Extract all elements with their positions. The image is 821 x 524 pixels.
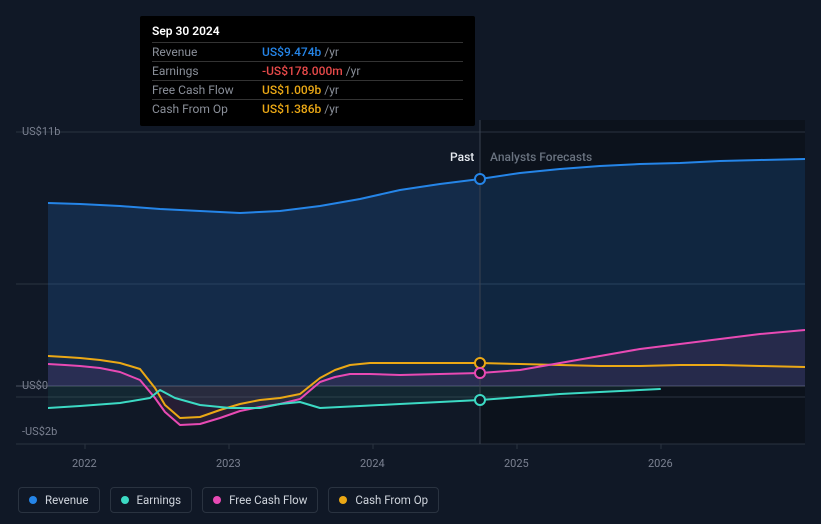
legend-label: Cash From Op <box>355 493 428 507</box>
tooltip-metric-unit: /yr <box>324 102 339 116</box>
y-axis-tick: US$0 <box>22 379 48 392</box>
x-axis-tick: 2024 <box>360 457 385 470</box>
legend-label: Revenue <box>45 493 89 507</box>
legend-item-free-cash-flow[interactable]: Free Cash Flow <box>202 487 318 513</box>
tooltip-metric-label: Earnings <box>152 64 262 78</box>
legend-dot-icon <box>29 496 37 504</box>
tooltip-metric-value: US$1.386b <box>262 102 321 116</box>
tooltip-metric-label: Free Cash Flow <box>152 83 262 97</box>
legend-label: Free Cash Flow <box>229 493 307 507</box>
legend-label: Earnings <box>137 493 182 507</box>
x-axis-tick: 2026 <box>648 457 673 470</box>
x-axis-tick: 2022 <box>72 457 97 470</box>
past-section-label: Past <box>450 150 474 164</box>
tooltip-row: RevenueUS$9.474b/yr <box>152 42 463 61</box>
tooltip-row: Earnings-US$178.000m/yr <box>152 61 463 80</box>
x-axis-tick: 2025 <box>504 457 529 470</box>
forecast-section-label: Analysts Forecasts <box>490 150 592 164</box>
financial-chart: Past Analysts Forecasts US$11b US$0 -US$2b… <box>0 0 821 524</box>
legend-item-earnings[interactable]: Earnings <box>110 487 193 513</box>
tooltip-metric-value: -US$178.000m <box>262 64 343 78</box>
tooltip-metric-value: US$9.474b <box>262 45 321 59</box>
chart-legend: Revenue Earnings Free Cash Flow Cash From O… <box>18 487 439 513</box>
tooltip-metric-label: Revenue <box>152 45 262 59</box>
legend-item-cash-from-op[interactable]: Cash From Op <box>328 487 439 513</box>
chart-tooltip: Sep 30 2024 RevenueUS$9.474b/yrEarnings-… <box>140 16 475 126</box>
legend-dot-icon <box>339 496 347 504</box>
y-axis-tick: US$11b <box>22 125 60 138</box>
legend-dot-icon <box>213 496 221 504</box>
tooltip-date: Sep 30 2024 <box>152 24 463 38</box>
legend-item-revenue[interactable]: Revenue <box>18 487 100 513</box>
tooltip-metric-label: Cash From Op <box>152 102 262 116</box>
tooltip-metric-unit: /yr <box>346 64 361 78</box>
tooltip-metric-unit: /yr <box>324 45 339 59</box>
tooltip-row: Free Cash FlowUS$1.009b/yr <box>152 80 463 99</box>
legend-dot-icon <box>121 496 129 504</box>
tooltip-metric-unit: /yr <box>324 83 339 97</box>
tooltip-metric-value: US$1.009b <box>262 83 321 97</box>
y-axis-tick: -US$2b <box>22 425 57 438</box>
x-axis-tick: 2023 <box>216 457 241 470</box>
tooltip-row: Cash From OpUS$1.386b/yr <box>152 99 463 118</box>
